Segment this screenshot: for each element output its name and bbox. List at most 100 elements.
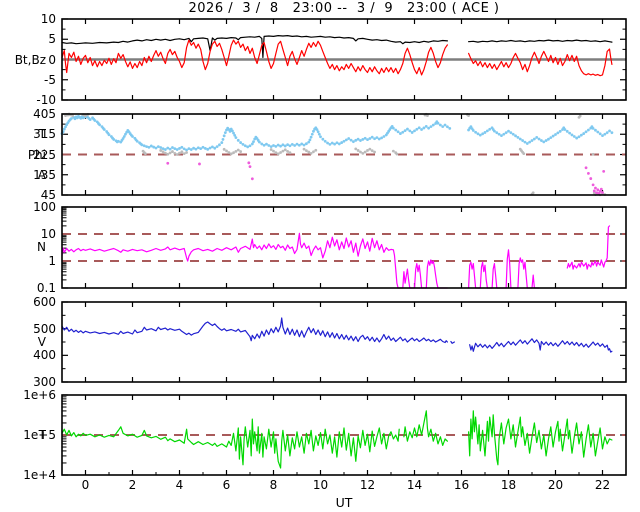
scatter-dot-phi-blue: [220, 141, 224, 144]
scatter-dot-phi-blue: [391, 126, 395, 130]
scatter-dot-phi-blue: [201, 145, 205, 149]
scatter-dot-phi-blue: [342, 139, 346, 143]
scatter-dot-secondary-gray: [225, 149, 228, 153]
scatter-dot-tertiary-pink: [584, 166, 588, 170]
scatter-dot-phi-blue: [317, 132, 321, 136]
scatter-dot-phi-blue: [307, 140, 311, 144]
plot-title: 2026 / 3 / 8 23:00 -- 3 / 9 23:00 ( ACE …: [188, 1, 500, 16]
y-tick-label: 500: [33, 321, 56, 336]
scatter-dot-phi-blue: [272, 144, 275, 147]
x-tick-label: 14: [406, 478, 423, 492]
scatter-dot-phi-blue: [330, 141, 334, 145]
panel-frame-t-phi-a: [61, 113, 627, 196]
scatter-dot-phi-blue: [199, 147, 203, 151]
scatter-dot-phi-blue: [145, 145, 149, 149]
scatter-dot-phi-blue: [154, 146, 158, 150]
scatter-dot-phi-blue: [168, 147, 172, 151]
scatter-dot-phi-blue: [568, 131, 571, 135]
scatter-dot-phi-blue: [93, 119, 97, 122]
scatter-dot-phi-blue: [497, 132, 501, 136]
scatter-dot-phi-blue: [427, 126, 430, 130]
scatter-dot-phi-blue: [218, 143, 221, 147]
scatter-dot-phi-blue: [476, 132, 480, 136]
scatter-dot-tertiary-pink: [250, 177, 254, 181]
scatter-dot-tertiary-pink: [596, 188, 600, 192]
scatter-dot-phi-blue: [236, 138, 240, 142]
trace-V: [450, 340, 455, 344]
scatter-dot-secondary-gray: [180, 150, 184, 154]
scatter-dot-phi-blue: [326, 141, 329, 145]
scatter-dot-phi-blue: [223, 131, 227, 135]
scatter-dot-phi-blue: [337, 142, 341, 146]
scatter-dot-phi-blue: [260, 142, 264, 146]
scatter-dot-phi-blue: [488, 127, 492, 131]
axis-name-bt,bz: Bt,Bz: [14, 52, 46, 67]
scatter-dot-phi-blue: [274, 145, 278, 148]
scatter-dot-secondary-gray: [312, 150, 315, 154]
axis-name-t: T: [38, 428, 46, 442]
scatter-dot-secondary-gray: [71, 114, 74, 118]
scatter-dot-phi-blue: [276, 143, 280, 147]
scatter-dot-phi-blue: [370, 135, 374, 139]
scatter-dot-secondary-gray: [281, 149, 285, 153]
trace-T: [61, 418, 400, 469]
scatter-dot-secondary-gray: [227, 151, 231, 154]
scatter-dot-tertiary-pink: [587, 172, 590, 175]
scatter-dot-phi-blue: [500, 134, 503, 138]
scatter-dot-phi-blue: [185, 148, 188, 152]
scatter-dot-secondary-gray: [173, 151, 177, 155]
scatter-dot-secondary-gray: [361, 151, 365, 155]
scatter-dot-phi-blue: [579, 133, 583, 137]
scatter-dot-tertiary-pink: [597, 192, 601, 195]
scatter-dot-secondary-gray: [222, 147, 226, 151]
scatter-dot-phi-blue: [230, 129, 234, 133]
scatter-dot-secondary-gray: [368, 147, 372, 151]
trace-V: [61, 317, 448, 344]
scatter-dot-phi-blue: [478, 133, 482, 137]
scatter-dot-phi-blue: [547, 137, 550, 141]
scatter-dot-phi-blue: [495, 131, 499, 135]
scatter-dot-phi-blue: [382, 135, 386, 138]
scatter-dot-phi-blue: [413, 129, 416, 133]
scatter-dot-phi-blue: [182, 147, 186, 151]
scatter-dot-phi-blue: [166, 146, 170, 150]
scatter-dot-phi-blue: [596, 130, 600, 134]
scatter-dot-phi-blue: [206, 147, 210, 151]
scatter-dot-phi-blue: [584, 130, 588, 134]
scatter-dot-phi-blue: [102, 128, 106, 131]
scatter-dot-secondary-gray: [522, 152, 526, 156]
scatter-dot-secondary-gray: [395, 152, 399, 156]
scatter-dot-phi-blue: [483, 131, 487, 134]
scatter-dot-secondary-gray: [144, 152, 147, 156]
scatter-dot-phi-blue: [112, 138, 116, 141]
scatter-dot-phi-blue: [173, 147, 177, 151]
scatter-dot-phi-blue: [436, 121, 440, 125]
x-tick-label: 6: [222, 478, 231, 492]
scatter-dot-phi-blue: [88, 118, 92, 122]
x-tick-label: 2: [128, 478, 137, 492]
x-tick-label: 0: [81, 478, 90, 492]
scatter-dot-phi-blue: [347, 137, 351, 140]
scatter-dot-phi-blue: [203, 147, 207, 150]
scatter-dot-phi-blue: [563, 128, 567, 131]
scatter-dot-phi-blue: [481, 132, 485, 136]
scatter-dot-tertiary-pink: [198, 162, 201, 166]
scatter-dot-phi-blue: [422, 126, 426, 130]
scatter-dot-tertiary-pink: [166, 161, 170, 165]
scatter-dot-phi-blue: [572, 135, 576, 138]
scatter-dot-phi-blue: [396, 130, 400, 134]
scatter-dot-phi-blue: [189, 148, 193, 151]
panel-density: [61, 206, 627, 289]
scatter-dot-phi-blue: [149, 144, 153, 148]
scatter-dot-secondary-gray: [373, 150, 376, 154]
scatter-dot-phi-blue: [448, 126, 452, 130]
scatter-dot-phi-blue: [511, 132, 515, 136]
scatter-dot-phi-blue: [297, 143, 301, 147]
scatter-dot-phi-blue: [408, 129, 412, 133]
scatter-dot-phi-blue: [537, 137, 541, 141]
panel-magnetic-field: [61, 18, 627, 101]
y-tick-label: 10: [40, 227, 56, 241]
scatter-dot-phi-blue: [504, 131, 508, 135]
scatter-dot-phi-blue: [601, 134, 604, 138]
axis-name-n: N: [37, 240, 46, 255]
